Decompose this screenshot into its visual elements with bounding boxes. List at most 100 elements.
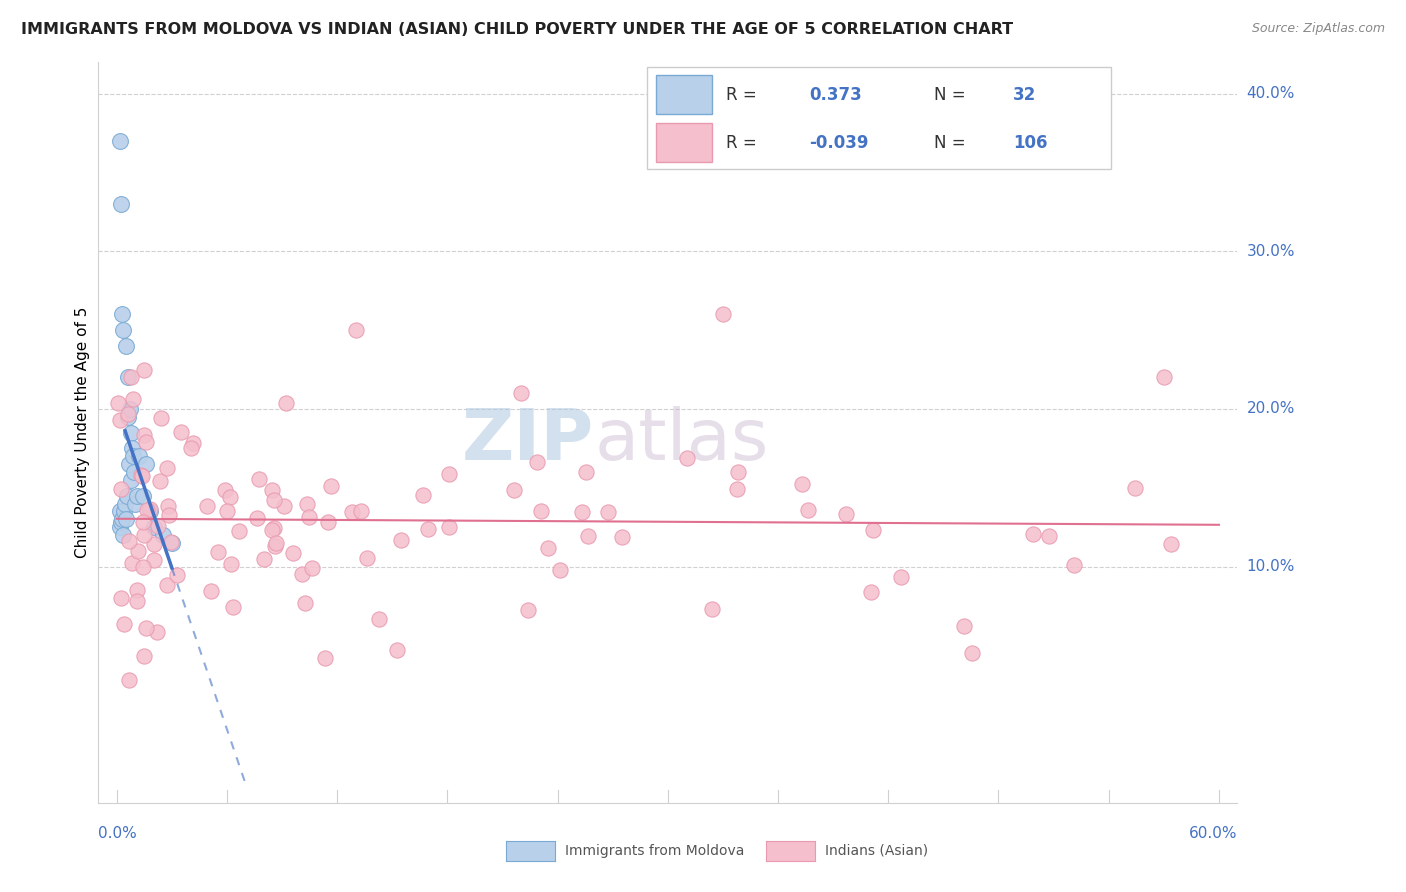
Point bbox=[197, 499, 219, 513]
Text: 10.0%: 10.0% bbox=[1247, 559, 1295, 574]
Point bbox=[131, 489, 153, 503]
Point bbox=[157, 508, 180, 522]
Point bbox=[112, 504, 135, 518]
Point bbox=[125, 489, 148, 503]
Point bbox=[128, 449, 150, 463]
Point bbox=[953, 619, 976, 633]
Point bbox=[166, 567, 188, 582]
Point bbox=[129, 468, 152, 483]
Point bbox=[136, 503, 159, 517]
Point bbox=[314, 651, 336, 665]
Point bbox=[228, 524, 250, 539]
Point bbox=[115, 339, 138, 353]
Point bbox=[437, 467, 460, 482]
Point bbox=[156, 578, 179, 592]
Text: R =: R = bbox=[725, 86, 756, 103]
Point bbox=[111, 308, 134, 322]
Point bbox=[266, 536, 288, 550]
Point bbox=[578, 528, 600, 542]
Point bbox=[727, 465, 749, 479]
Point bbox=[170, 425, 193, 440]
Point bbox=[121, 442, 143, 456]
Point bbox=[114, 496, 136, 510]
Point bbox=[117, 673, 139, 687]
Point bbox=[676, 450, 699, 465]
Point bbox=[110, 197, 132, 211]
Point bbox=[152, 528, 174, 542]
Text: atlas: atlas bbox=[595, 406, 769, 475]
Point bbox=[122, 449, 145, 463]
Point bbox=[790, 476, 813, 491]
Point bbox=[125, 594, 148, 608]
Point bbox=[253, 551, 276, 566]
Point bbox=[550, 563, 572, 577]
Point bbox=[132, 515, 155, 529]
Point bbox=[537, 541, 560, 555]
Point bbox=[108, 504, 131, 518]
Point bbox=[711, 308, 734, 322]
Point bbox=[316, 515, 339, 529]
Point bbox=[118, 402, 141, 417]
Point bbox=[132, 528, 155, 542]
Point bbox=[526, 455, 548, 469]
Point bbox=[110, 591, 132, 606]
Point bbox=[263, 521, 285, 535]
Point bbox=[135, 621, 157, 635]
Point bbox=[340, 505, 363, 519]
Point bbox=[127, 544, 149, 558]
Point bbox=[356, 550, 378, 565]
Point bbox=[295, 497, 318, 511]
Text: 30.0%: 30.0% bbox=[1247, 244, 1295, 259]
Y-axis label: Child Poverty Under the Age of 5: Child Poverty Under the Age of 5 bbox=[75, 307, 90, 558]
Point bbox=[110, 482, 132, 496]
Point bbox=[598, 505, 620, 519]
Text: N =: N = bbox=[935, 134, 966, 152]
Point bbox=[110, 520, 132, 534]
Text: Immigrants from Moldova: Immigrants from Moldova bbox=[565, 844, 745, 858]
Point bbox=[207, 545, 229, 559]
Text: 32: 32 bbox=[1014, 86, 1036, 103]
Point bbox=[160, 536, 183, 550]
Point bbox=[517, 602, 540, 616]
Point bbox=[117, 370, 139, 384]
Point bbox=[263, 539, 285, 553]
Point bbox=[273, 500, 295, 514]
Point bbox=[112, 617, 135, 632]
Point bbox=[143, 552, 166, 566]
Point bbox=[117, 407, 139, 421]
Point bbox=[859, 585, 882, 599]
Point bbox=[142, 520, 165, 534]
Point bbox=[131, 469, 153, 483]
Point bbox=[1160, 537, 1182, 551]
Point bbox=[118, 457, 141, 471]
Point bbox=[412, 488, 434, 502]
Point bbox=[181, 435, 204, 450]
Point bbox=[575, 465, 598, 479]
Point bbox=[107, 396, 129, 410]
Point bbox=[156, 461, 179, 475]
Point bbox=[319, 479, 342, 493]
Point bbox=[1123, 481, 1146, 495]
Point bbox=[150, 410, 173, 425]
Point bbox=[146, 518, 169, 533]
Point bbox=[214, 483, 236, 498]
Point bbox=[385, 643, 408, 657]
Point bbox=[135, 435, 157, 450]
Point bbox=[139, 501, 162, 516]
Point bbox=[134, 427, 156, 442]
Point bbox=[260, 483, 283, 497]
Point bbox=[142, 537, 165, 551]
Point bbox=[115, 512, 138, 526]
Point bbox=[263, 493, 285, 508]
Point bbox=[1153, 370, 1175, 384]
Point bbox=[121, 473, 143, 487]
Text: Source: ZipAtlas.com: Source: ZipAtlas.com bbox=[1251, 22, 1385, 36]
Text: ZIP: ZIP bbox=[463, 406, 595, 475]
Point bbox=[835, 507, 858, 521]
Point bbox=[260, 523, 283, 537]
Point bbox=[157, 499, 180, 513]
Point bbox=[1022, 527, 1045, 541]
Point bbox=[145, 624, 167, 639]
Point bbox=[612, 530, 634, 544]
Point bbox=[301, 561, 323, 575]
